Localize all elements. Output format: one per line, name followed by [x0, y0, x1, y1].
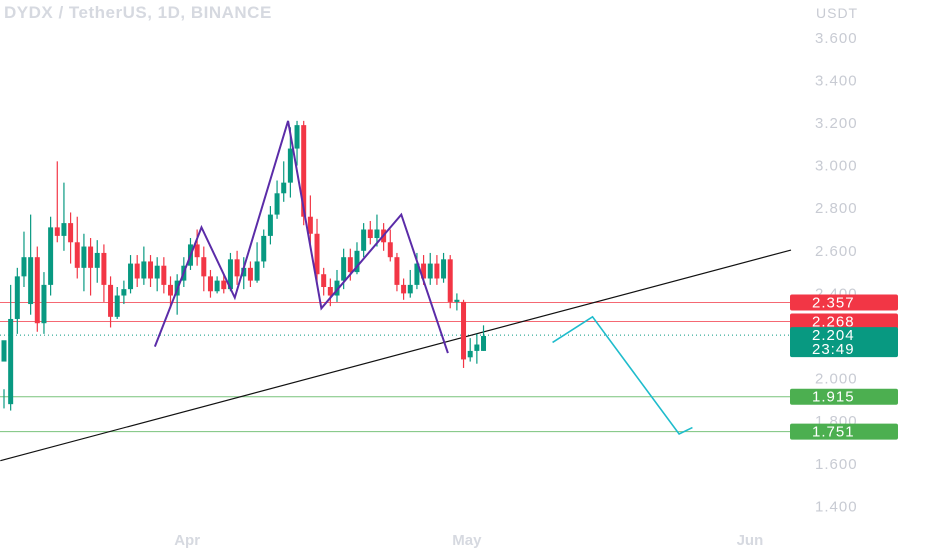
price-level-tag: 2.268: [812, 314, 855, 331]
candle-body: [261, 235, 267, 262]
price-level-tag-bg: [790, 313, 898, 330]
candle-body: [88, 246, 94, 268]
candle-body: [467, 350, 473, 358]
candle-body: [407, 284, 413, 294]
candle-body: [154, 265, 160, 279]
candle-body: [134, 263, 140, 279]
candle-body: [121, 289, 127, 296]
candle-body: [274, 193, 280, 215]
candle-body: [427, 263, 433, 279]
candle-body: [247, 267, 253, 281]
candle-body: [14, 276, 20, 319]
candle-body: [94, 252, 100, 268]
pattern-zigzag: [153, 120, 449, 354]
candle-body: [28, 257, 34, 305]
candle-body: [168, 284, 173, 296]
y-tick-label: 2.800: [815, 200, 858, 217]
candle-body: [227, 259, 233, 290]
y-tick-label: 3.600: [815, 30, 858, 47]
candle-body: [128, 263, 134, 290]
candle-body: [361, 229, 367, 251]
candle-body: [374, 229, 380, 239]
candle-body: [421, 263, 427, 279]
candle-body: [101, 252, 107, 285]
candle-body: [301, 125, 307, 217]
price-level-tag-bg: [790, 423, 898, 440]
candle-body: [447, 259, 453, 302]
candle-body: [341, 257, 347, 281]
candle-body: [354, 250, 360, 273]
candle-body: [401, 284, 407, 294]
candle-body: [221, 280, 227, 290]
y-tick-label: 1.600: [815, 456, 858, 473]
projection-path: [552, 315, 693, 435]
candle-body: [54, 227, 60, 236]
candle-body: [287, 148, 293, 183]
candle-body: [108, 284, 114, 317]
candle-body: [394, 257, 400, 285]
candle-body: [481, 336, 487, 351]
candle-body: [81, 246, 87, 268]
current-price-tag: 23:49: [812, 341, 855, 358]
price-level-tag: 1.915: [812, 389, 855, 406]
current-price-tag: 2.204: [812, 327, 855, 344]
x-tick-label: May: [452, 532, 482, 549]
candle-body: [321, 274, 327, 288]
candle-body: [234, 259, 240, 277]
trendline: [0, 249, 792, 462]
candle-body: [441, 259, 447, 279]
candle-body: [307, 216, 313, 234]
y-tick-label: 3.000: [815, 158, 858, 175]
y-tick-label: 1.400: [815, 498, 858, 515]
candle-body: [161, 265, 167, 285]
axis-unit-label: USDT: [816, 5, 858, 21]
candle-body: [434, 263, 440, 279]
candle-body: [21, 257, 27, 277]
candle-body: [387, 242, 393, 258]
candle-body: [414, 263, 420, 285]
candle-body: [254, 261, 260, 281]
candle-body: [327, 287, 333, 296]
candle-body: [241, 267, 247, 277]
candle-body: [114, 295, 120, 317]
candle-body: [314, 233, 320, 275]
price-level-tag: 2.357: [812, 295, 855, 312]
x-tick-label: Jun: [737, 532, 764, 549]
candle-body: [214, 280, 220, 292]
candle-body: [367, 229, 373, 239]
chart-title: DYDX / TetherUS, 1D, BINANCE: [4, 3, 272, 22]
candle-body: [207, 276, 213, 292]
current-price-tag-bg: [790, 327, 898, 358]
candle-body: [48, 227, 54, 285]
price-level-tag-bg: [790, 294, 898, 311]
candle-body: [454, 299, 460, 302]
candle-body: [148, 261, 154, 279]
candle-body: [68, 223, 74, 243]
candle-body: [347, 257, 353, 273]
candle-body: [201, 257, 207, 277]
candle-body: [8, 318, 14, 405]
candle-body: [461, 301, 467, 360]
candle-body: [1, 340, 7, 362]
candle-body: [194, 244, 200, 258]
candle-body: [281, 182, 287, 194]
candle-body: [61, 223, 67, 236]
x-tick-label: Apr: [174, 532, 200, 549]
y-tick-label: 2.000: [815, 371, 858, 388]
price-level-tag: 1.751: [812, 424, 855, 441]
candle-body: [474, 344, 480, 351]
y-tick-label: 3.400: [815, 72, 858, 89]
candle-body: [34, 257, 40, 324]
y-tick-label: 3.200: [815, 115, 858, 132]
candle-body: [294, 125, 300, 149]
price-level-tag-bg: [790, 388, 898, 405]
y-tick-label: 2.600: [815, 243, 858, 260]
candle-body: [74, 242, 80, 268]
candle-body: [141, 261, 147, 279]
candle-body: [267, 214, 273, 236]
candle-body: [334, 280, 340, 296]
candle-body: [41, 284, 47, 324]
